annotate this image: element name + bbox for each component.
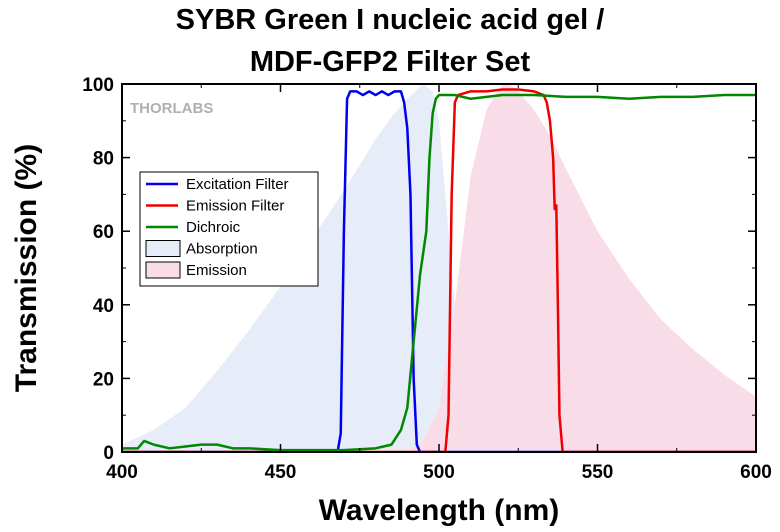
chart-title-line2: MDF-GFP2 Filter Set [249, 46, 531, 78]
y-tick-label: 0 [103, 443, 114, 464]
series-area-4 [407, 84, 756, 452]
y-tick-label: 40 [93, 296, 114, 317]
logo-text: THORLABS [130, 100, 213, 117]
legend-swatch-area [145, 240, 181, 257]
thorlabs-logo: THORLABS [130, 100, 213, 117]
x-tick-label: 550 [582, 462, 614, 483]
x-axis-label: Wavelength (nm) [319, 494, 560, 527]
x-tick-label: 400 [106, 462, 138, 483]
x-tick-label: 450 [265, 462, 297, 483]
axis-ticks: 400 450 500 550 600 0 20 40 60 80 100 [82, 75, 772, 483]
legend-label: Emission Filter [186, 198, 284, 215]
legend-label: Absorption [186, 241, 258, 258]
series-area-3 [122, 84, 535, 452]
x-tick-label: 500 [423, 462, 455, 483]
series-line-0 [122, 90, 756, 452]
chart-title-line1: SYBR Green I nucleic acid gel / [175, 4, 605, 36]
legend-label: Emission [186, 262, 247, 279]
y-tick-label: 100 [82, 75, 114, 96]
series-line-2 [122, 93, 756, 452]
x-tick-label: 600 [740, 462, 772, 483]
y-tick-label: 20 [93, 369, 114, 390]
y-axis-label: Transmission (%) [10, 144, 43, 392]
legend-label: Excitation Filter [186, 176, 289, 193]
legend-swatch-area [145, 261, 181, 279]
y-tick-label: 60 [93, 222, 114, 243]
filter-lines [122, 88, 756, 452]
legend: Excitation Filter Emission Filter Dichroic… [139, 171, 319, 287]
legend-label: Dichroic [186, 219, 241, 236]
y-tick-label: 80 [93, 149, 114, 170]
spectra-areas [122, 84, 756, 452]
series-line-1 [122, 88, 756, 452]
